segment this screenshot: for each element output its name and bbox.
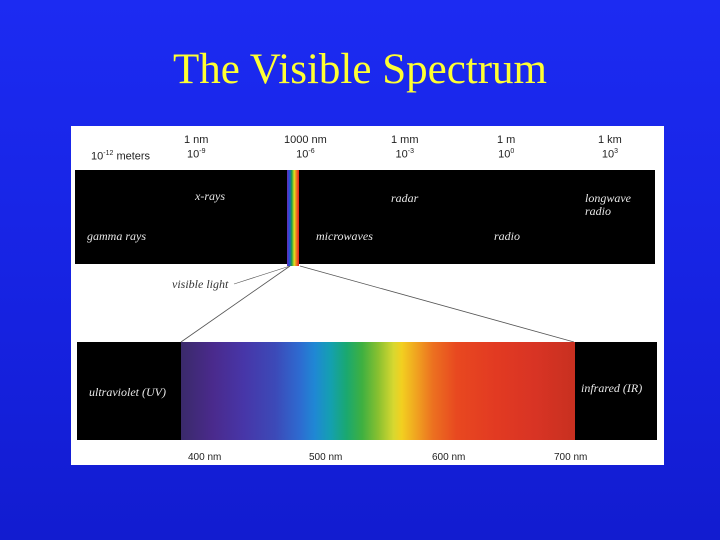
label-microwaves: microwaves bbox=[316, 229, 373, 243]
label-radio: radio bbox=[494, 229, 521, 243]
visible-light-strip bbox=[287, 170, 299, 266]
tick-700nm: 700 nm bbox=[554, 452, 588, 463]
tick-600nm: 600 nm bbox=[432, 452, 466, 463]
meters-label: meters bbox=[116, 150, 151, 163]
spectrum-figure: 10-12 meters 1 nm 10-9 1000 nm 10-6 1 mm… bbox=[71, 126, 664, 465]
scale-label-1nm: 1 nm 10-9 bbox=[184, 134, 209, 161]
scale-label-1mm: 1 mm 10-3 bbox=[391, 134, 419, 161]
label-longwave: longwave radio bbox=[585, 191, 631, 218]
label-gamma-rays: gamma rays bbox=[87, 229, 146, 243]
connector-right bbox=[299, 265, 575, 343]
slide-title: The Visible Spectrum bbox=[172, 46, 547, 93]
label-xrays: x-rays bbox=[195, 189, 225, 203]
scale-label-1km: 1 km 103 bbox=[598, 134, 622, 161]
label-visible-light: visible light bbox=[172, 277, 229, 291]
label-radar: radar bbox=[391, 191, 419, 205]
scale-label-1m: 1 m 100 bbox=[497, 134, 516, 161]
visible-light-pointer bbox=[233, 265, 291, 285]
tick-500nm: 500 nm bbox=[309, 452, 343, 463]
scale-label-1000nm: 1000 nm 10-6 bbox=[284, 134, 327, 161]
connector-left bbox=[180, 265, 291, 343]
em-spectrum-band bbox=[75, 170, 655, 264]
visible-spectrum-gradient bbox=[181, 342, 575, 440]
tick-400nm: 400 nm bbox=[188, 452, 222, 463]
scale-label-1e-12: 10-12 meters bbox=[91, 150, 151, 163]
label-infrared: infrared (IR) bbox=[581, 381, 643, 395]
label-ultraviolet: ultraviolet (UV) bbox=[89, 385, 166, 399]
